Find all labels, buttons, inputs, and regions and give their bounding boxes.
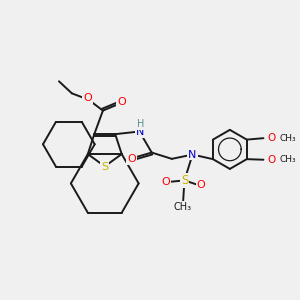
Text: O: O <box>196 180 205 190</box>
Text: CH₃: CH₃ <box>279 155 296 164</box>
Text: S: S <box>101 162 108 172</box>
Text: O: O <box>162 177 170 187</box>
Text: H: H <box>136 119 144 129</box>
Text: O: O <box>117 97 126 107</box>
Text: O: O <box>127 154 136 164</box>
Text: O: O <box>267 133 276 143</box>
Text: N: N <box>188 150 197 160</box>
Text: O: O <box>83 93 92 103</box>
Text: O: O <box>267 155 276 165</box>
Text: N: N <box>136 127 144 137</box>
Text: S: S <box>181 174 188 187</box>
Text: CH₃: CH₃ <box>174 202 192 212</box>
Text: CH₃: CH₃ <box>279 134 296 143</box>
